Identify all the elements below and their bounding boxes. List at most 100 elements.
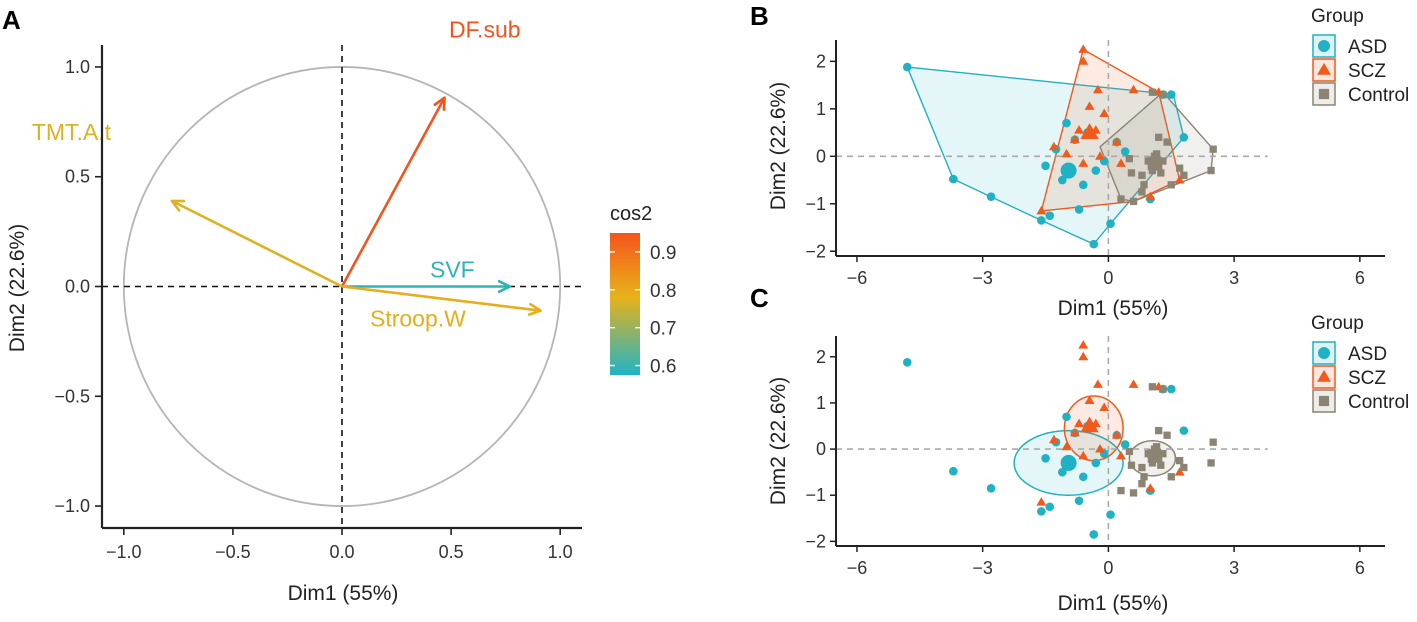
point-asd	[1166, 90, 1176, 99]
point-control	[1167, 473, 1175, 481]
point-control	[1159, 450, 1167, 458]
point-control	[1125, 155, 1134, 163]
panel-a-x-tick-label: −0.5	[215, 542, 251, 562]
b-x-tick-label: −3	[972, 268, 993, 288]
point-asd	[1091, 166, 1101, 175]
point-scz	[1145, 483, 1156, 492]
b-y-tick-label: 0	[816, 146, 826, 166]
cos2-tick-label: 0.6	[650, 357, 676, 378]
point-asd	[1074, 205, 1084, 214]
point-scz	[1099, 402, 1110, 411]
cos2-tick-label: 0.7	[650, 319, 676, 340]
point-control	[1207, 459, 1215, 467]
panel-c-x-axis-label: Dim1 (55%)	[1058, 592, 1169, 615]
point-scz	[1074, 418, 1085, 428]
point-control	[1127, 169, 1136, 177]
point-control	[1209, 438, 1217, 446]
cos2-tick-label: 0.9	[650, 243, 676, 264]
vector-label-svf: SVF	[430, 257, 475, 283]
c-y-tick-label: 1	[816, 393, 826, 413]
legend-label-scz: SCZ	[1348, 61, 1386, 82]
cos2-tick-label: 0.8	[650, 281, 676, 302]
point-scz	[1111, 430, 1122, 439]
point-scz	[1078, 44, 1089, 53]
panel-b-legend: Group ASD SCZ Control	[1311, 6, 1409, 106]
point-control	[1152, 150, 1161, 158]
point-asd	[1166, 384, 1176, 394]
point-asd	[986, 192, 996, 201]
legend-marker-control	[1318, 395, 1330, 407]
vector-stroopw	[341, 285, 541, 312]
b-y-tick-label: −1	[805, 194, 826, 214]
point-asd	[1037, 507, 1046, 516]
point-asd	[1120, 147, 1130, 156]
point-asd	[1058, 467, 1067, 477]
point-asd	[1078, 180, 1088, 190]
group-mean-asd	[1060, 454, 1077, 471]
point-asd	[1041, 454, 1050, 463]
vector-arrowhead-dfsub	[433, 96, 446, 111]
point-scz	[1036, 205, 1047, 215]
point-asd	[949, 174, 958, 184]
b-y-tick-label: 2	[816, 51, 826, 71]
c-x-tick-label: 3	[1229, 558, 1239, 578]
vector-label-tmtat: TMT.A.t	[32, 119, 112, 145]
panel-c-legend-title: Group	[1311, 313, 1364, 334]
point-scz	[1078, 340, 1089, 349]
vector-label-stroopw: Stroop.W	[370, 306, 466, 332]
vector-arrowhead-stroopw	[527, 302, 542, 316]
point-scz	[1078, 158, 1089, 167]
legend-marker-scz	[1317, 62, 1331, 75]
point-asd	[949, 466, 958, 476]
c-y-tick-label: 0	[816, 439, 826, 459]
point-asd	[1089, 530, 1099, 539]
panel-c-legend: Group ASD SCZ Control	[1311, 313, 1409, 413]
point-asd	[1120, 440, 1130, 449]
panel-c-zero-lines	[836, 336, 1268, 546]
panel-a-variable-plot: DF.sub TMT.A.t SVF Stroop.W −1.0 −0.5 0.0 0.5 1…	[6, 17, 582, 605]
point-scz	[1074, 125, 1085, 134]
panel-a-y-tick-label: −0.5	[54, 386, 90, 406]
panel-a-y-tick-label: −1.0	[54, 496, 90, 516]
point-control	[1152, 443, 1161, 451]
c-x-tick-label: 6	[1355, 558, 1365, 578]
vector-arrowhead-svf	[497, 279, 512, 294]
point-control	[1167, 181, 1175, 189]
panel-label-b: B	[750, 1, 769, 31]
panel-b-hull-plot: −6 −3 0 3 6 −2 −1 0 1 2 Dim1 (55%) Dim2 (22.6%) G…	[767, 6, 1409, 320]
group-hulls	[906, 48, 1214, 245]
point-scz	[1036, 497, 1047, 506]
point-scz	[1084, 395, 1095, 405]
panel-a-y-tick-label: 0.5	[65, 167, 90, 187]
panel-a-axes: −1.0 −0.5 0.0 0.5 1.0 −1.0 −0.5 0.0 0.5 1.0	[54, 45, 582, 562]
c-y-tick-label: −1	[805, 485, 826, 505]
point-scz	[1116, 450, 1126, 460]
panel-a-y-tick-label: 1.0	[65, 57, 90, 77]
point-scz	[1078, 56, 1089, 65]
point-control	[1180, 171, 1188, 179]
legend-label-asd: ASD	[1348, 37, 1387, 58]
point-scz	[1174, 174, 1185, 184]
legend-label-scz: SCZ	[1348, 368, 1386, 389]
point-control	[1129, 197, 1138, 206]
point-control	[1175, 164, 1184, 172]
panel-label-c: C	[750, 283, 769, 313]
b-x-tick-label: 0	[1103, 268, 1113, 288]
point-scz	[1061, 441, 1072, 451]
point-control	[1207, 166, 1215, 175]
point-scz	[1092, 379, 1103, 388]
panel-a-x-tick-label: 0.5	[439, 542, 464, 562]
point-asd	[1045, 502, 1055, 512]
cos2-legend-title: cos2	[610, 203, 652, 225]
panel-b-axes: −6 −3 0 3 6 −2 −1 0 1 2	[805, 40, 1385, 288]
point-control	[1138, 171, 1146, 179]
point-asd	[1179, 133, 1189, 142]
point-control	[1148, 166, 1157, 175]
point-asd	[1106, 510, 1115, 519]
point-scz	[1069, 427, 1080, 437]
point-control	[1117, 195, 1125, 203]
vector-dfsub	[340, 97, 446, 288]
cos2-colorbar	[610, 233, 640, 375]
b-y-tick-label: −2	[805, 241, 826, 261]
